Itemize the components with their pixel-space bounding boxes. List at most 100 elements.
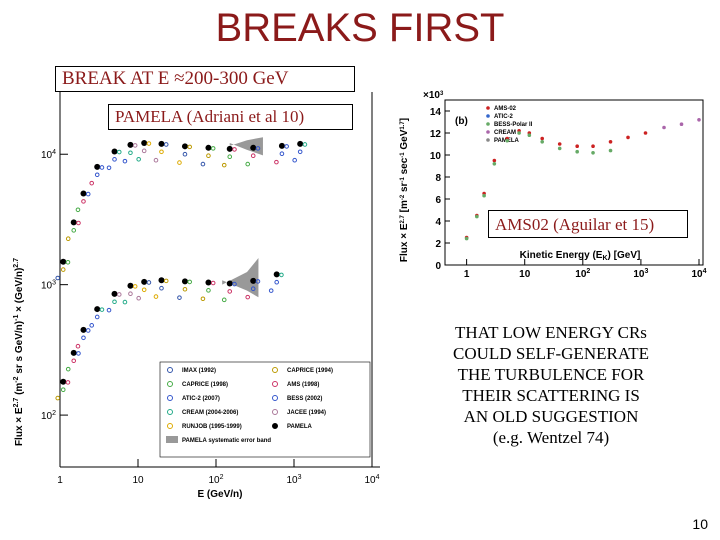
note-line: (e.g. Wentzel 74) (492, 428, 610, 447)
experiment-data-point (159, 149, 164, 155)
right-x-tick-label: 103 (633, 268, 648, 280)
experiment-data-point (200, 296, 206, 302)
legend-marker (167, 423, 173, 429)
experiment-data-point (153, 294, 159, 299)
legend-entry: CAPRICE (1998) (182, 382, 228, 388)
experiment-data-point (106, 165, 112, 171)
experiment-data-point (122, 299, 128, 305)
experiment-data-point (81, 199, 86, 204)
pamela-data-point (127, 282, 134, 289)
legend-marker (167, 409, 173, 415)
pamela-data-point (111, 148, 118, 155)
experiment-data-point (128, 291, 133, 296)
experiment-data-point (302, 142, 308, 147)
right-legend-entry: BESS-Polar II (494, 122, 533, 128)
experiment-data-point (75, 207, 81, 213)
turbulence-note: THAT LOW ENERGY CRs COULD SELF-GENERATE … (420, 322, 682, 448)
right-data-point (697, 118, 701, 122)
right-data-point (482, 193, 486, 198)
experiment-data-point (177, 160, 182, 165)
experiment-data-point (232, 147, 237, 152)
pamela-data-point (250, 144, 257, 151)
experiment-data-point (85, 191, 91, 197)
experiment-data-point (297, 149, 303, 155)
experiment-data-point (136, 156, 141, 162)
right-legend-marker (486, 130, 490, 134)
experiment-data-point (76, 351, 81, 356)
legend-entry: CAPRICE (1994) (287, 368, 333, 374)
experiment-data-point (182, 151, 188, 157)
right-data-point (557, 146, 562, 151)
right-data-point (540, 136, 545, 141)
note-line: THAT LOW ENERGY CRs (455, 323, 647, 342)
right-y-tick-label: 6 (435, 195, 441, 206)
pamela-helium-error-band (222, 258, 259, 298)
right-x-tick-label: 10 (519, 269, 531, 280)
experiment-data-point (227, 154, 233, 160)
right-y-tick-label: 10 (430, 151, 442, 162)
pamela-data-point (127, 141, 134, 148)
right-y-tick-label: 2 (435, 239, 441, 250)
legend-marker (166, 436, 178, 443)
experiment-data-point (89, 180, 95, 186)
experiment-data-point (122, 158, 128, 164)
left-legend: IMAX (1992) CAPRICE (1994) CAPRICE (1998) A… (159, 361, 371, 458)
experiment-data-point (76, 220, 81, 226)
experiment-data-point (112, 157, 117, 162)
experiment-data-point (55, 275, 61, 281)
pamela-data-point (250, 277, 257, 284)
right-data-point (643, 131, 648, 135)
legend-marker (272, 409, 278, 415)
right-data-point (492, 158, 497, 163)
experiment-data-point (146, 141, 152, 146)
experiment-data-point (284, 144, 289, 149)
experiment-data-point (292, 157, 297, 163)
pamela-data-point (70, 349, 77, 356)
right-data-point (505, 138, 510, 143)
left-y-tick-label: 102 (41, 410, 56, 422)
left-x-tick-label: 104 (364, 474, 379, 486)
right-panel-label: (b) (455, 116, 468, 127)
experiment-data-point (187, 144, 192, 150)
left-y-tick-label: 104 (41, 149, 56, 161)
experiment-data-point (245, 294, 251, 300)
experiment-data-point (268, 288, 274, 293)
pamela-data-point (80, 190, 87, 197)
slide-title: BREAKS FIRST (215, 6, 505, 50)
legend-marker (272, 423, 278, 429)
right-x-tick-label: 104 (691, 268, 706, 280)
left-x-tick-label: 103 (286, 474, 301, 486)
experiment-data-point (71, 228, 77, 233)
legend-entry: PAMELA (287, 424, 313, 430)
legend-entry: PAMELA systematic error band (182, 438, 271, 444)
experiment-data-point (99, 165, 105, 170)
right-y-tick-label: 8 (435, 173, 441, 184)
legend-marker (272, 367, 278, 373)
left-x-tick-label: 10 (132, 475, 144, 486)
right-data-point (591, 144, 595, 148)
pamela-flux-chart: 1 10 102 103 104 102 103 104 Flux × E2.7 (m-2 s… (13, 92, 380, 500)
pamela-data-point (273, 271, 280, 278)
legend-entry: RUNJOB (1995-1999) (182, 424, 242, 430)
right-data-point (679, 122, 684, 126)
left-y-axis-label: Flux × E2.7 (m-2 sr s GeV/n)-1 × (GeV/n)… (13, 258, 25, 446)
experiment-data-point (250, 286, 256, 292)
experiment-data-point (81, 335, 86, 341)
right-data-point (475, 214, 479, 219)
legend-marker (167, 395, 173, 401)
pamela-data-point (141, 139, 148, 146)
experiment-data-point (65, 366, 71, 372)
experiment-data-point (146, 280, 152, 285)
pamela-data-point (226, 145, 233, 152)
right-y-tick-label: 12 (430, 129, 442, 140)
right-data-point (575, 149, 579, 154)
left-y-tick-label: 103 (41, 280, 56, 292)
experiment-data-point (279, 272, 284, 278)
right-x-tick-label: 102 (575, 268, 590, 280)
right-legend-marker (486, 114, 490, 118)
right-y-tick-label: 0 (435, 261, 441, 272)
pamela-data-point (158, 277, 165, 284)
right-data-point (662, 125, 666, 130)
right-data-point (591, 151, 595, 155)
experiment-data-point (274, 159, 279, 165)
